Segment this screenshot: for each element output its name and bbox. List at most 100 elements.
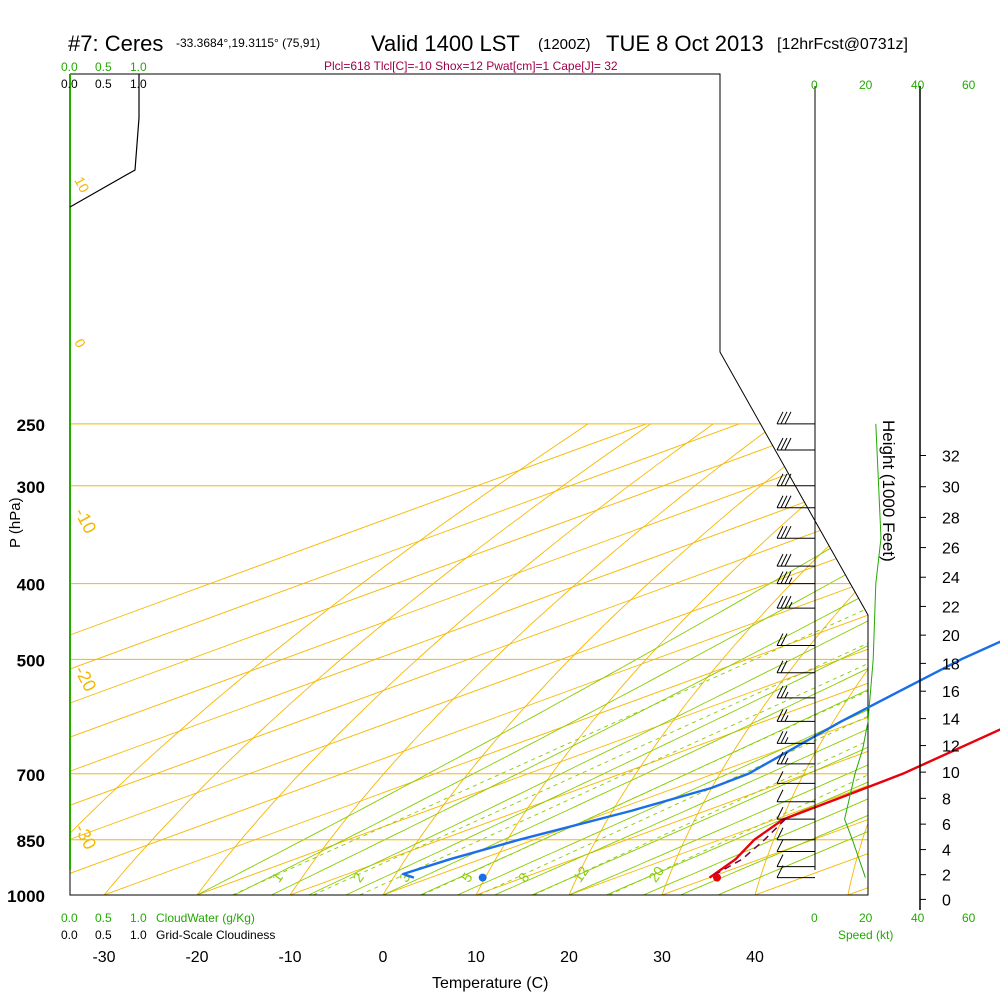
wind-barb-flag — [780, 571, 788, 584]
station-title: #7: Ceres — [68, 31, 163, 56]
moist-adiabat-line — [568, 423, 868, 895]
cloudwater-tick-bottom-2: 1.0 — [130, 911, 147, 925]
wind-barb — [776, 789, 815, 803]
axes: 250 300 400 500 700 850 1000 -30 -20 -10 0 10 20 30 40 — [7, 416, 764, 966]
speed-tick-top-0: 0 — [811, 78, 818, 92]
height-tick-label: 18 — [942, 656, 960, 673]
pressure-tick-label: 400 — [17, 576, 45, 595]
wind-barb — [776, 854, 815, 868]
wind-barb-flag — [776, 827, 784, 840]
valid-time: Valid 1400 LST — [371, 31, 520, 56]
cloudwater-tick-bottom-1: 0.5 — [95, 911, 112, 925]
cloudiness-tick-2: 1.0 — [130, 77, 147, 91]
wind-barb-flag — [780, 709, 788, 722]
height-tick-label: 30 — [942, 480, 960, 497]
wind-barb-half-flag — [788, 577, 793, 584]
height-tick-label: 12 — [942, 739, 960, 756]
isotherm-line — [289, 423, 868, 895]
wind-barb-flag — [776, 595, 784, 609]
speed-tick-top-3: 60 — [962, 78, 976, 92]
wind-barb-flag — [784, 411, 792, 425]
wind-barb-flag — [776, 495, 784, 508]
wind-barb-flag — [776, 865, 784, 878]
wind-barb-flag — [776, 771, 784, 784]
wind-barb-flag — [776, 571, 784, 584]
wind-barb-flag — [780, 685, 788, 699]
mixing-ratio-line — [232, 583, 868, 895]
moist-adiabat-line — [717, 423, 868, 895]
wind-barb — [776, 771, 815, 784]
wind-barb-half-flag — [788, 601, 793, 609]
cloudiness-tick-1: 0.5 — [95, 77, 112, 91]
height-tick-label: 4 — [942, 843, 951, 860]
forecast-label: [12hrFcst@0731z] — [777, 36, 908, 53]
stability-indices: Plcl=618 Tlcl[C]=-10 Shox=12 Pwat[cm]=1 … — [324, 59, 618, 73]
height-tick-label: 2 — [942, 868, 951, 885]
speed-tick-bottom-1: 20 — [859, 911, 873, 925]
moist-adiabat-line — [531, 423, 868, 895]
mixing-ratio-line — [533, 583, 868, 895]
wind-barb — [776, 525, 815, 539]
wind-barb-flag — [776, 553, 784, 567]
height-tick-label: 14 — [942, 712, 960, 729]
cloudwater-label: CloudWater (g/Kg) — [156, 911, 255, 925]
moist-adiabat-line — [494, 423, 868, 895]
height-tick-label: 8 — [942, 791, 951, 808]
wind-barb-flag — [784, 473, 792, 487]
plot-border — [69, 73, 869, 896]
wind-barb — [776, 633, 815, 647]
wind-barb-flag — [780, 437, 788, 451]
wind-barb — [776, 751, 815, 765]
zulu-time: (1200Z) — [538, 36, 591, 53]
pressure-tick-label: 500 — [17, 651, 45, 670]
wind-barb-flag — [780, 731, 788, 744]
wind-barb-flag — [780, 751, 788, 765]
wind-barb — [776, 437, 815, 451]
wind-barb-half-flag — [784, 715, 789, 722]
wind-barb-flag — [776, 437, 784, 451]
wind-barb-flag — [776, 660, 784, 673]
pressure-tick-label: 850 — [17, 832, 45, 851]
wind-barb-flag — [780, 525, 788, 539]
moist-adiabat-line — [308, 423, 868, 895]
cloudwater-tick-0: 0.0 — [61, 60, 78, 74]
height-tick-label: 16 — [942, 684, 960, 701]
dry-adiabat-line — [289, 423, 777, 895]
speed-tick-bottom-3: 60 — [962, 911, 976, 925]
cloudiness-tick-0: 0.0 — [61, 77, 78, 91]
wind-barb-half-flag — [784, 737, 789, 744]
wind-barb — [776, 865, 815, 879]
temperature-surface-marker — [713, 873, 722, 882]
speed-label: Speed (kt) — [838, 928, 893, 942]
height-tick-label: 26 — [942, 541, 960, 558]
dewpoint-line — [402, 640, 1000, 879]
parcel-line — [709, 818, 786, 879]
wind-barb-half-flag — [784, 757, 789, 765]
wind-barb-flag — [780, 660, 788, 673]
wind-barb-flag — [776, 789, 784, 802]
moist-adiabat-line — [196, 423, 868, 895]
dry-adiabat-line — [847, 423, 868, 895]
x-axis-title: Temperature (C) — [432, 975, 548, 992]
wind-barb-flag — [776, 685, 784, 699]
wind-barb-flag — [780, 411, 788, 425]
wind-barb-flag — [780, 473, 788, 487]
wind-barb-flag — [776, 751, 784, 765]
height-tick-label: 24 — [942, 570, 960, 587]
height-tick-label: 6 — [942, 817, 951, 834]
moist-adiabat-line — [345, 423, 868, 895]
dewpoint-surface-marker — [478, 873, 487, 882]
wind-barb — [776, 685, 815, 699]
y-axis-title: P (hPa) — [7, 497, 24, 548]
wind-barb — [776, 473, 815, 487]
wind-barb — [776, 595, 815, 609]
wind-barb — [776, 553, 815, 567]
cloudiness-tick-bottom-1: 0.5 — [95, 928, 112, 942]
moist-adiabat-line — [234, 423, 868, 895]
mixing-ratio-line — [313, 583, 868, 895]
wind-barb-half-flag — [784, 691, 789, 699]
wind-barb-flag — [780, 553, 788, 567]
